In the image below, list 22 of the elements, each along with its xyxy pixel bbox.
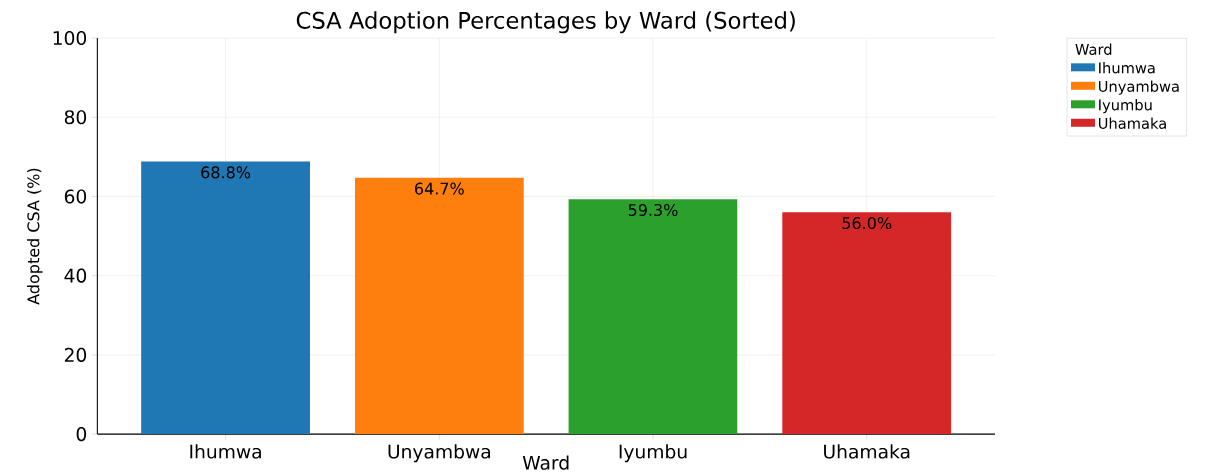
- y-tick-label: 60: [64, 189, 87, 204]
- y-axis-title: Adopted CSA (%): [27, 168, 43, 305]
- data-label: 56.0%: [842, 216, 892, 230]
- data-label: 64.7%: [414, 182, 464, 195]
- y-tick-label: 100: [53, 30, 87, 46]
- y-tick-label: 80: [64, 110, 87, 125]
- legend-label: Ihumwa: [1099, 62, 1155, 74]
- y-tick-label: 20: [64, 347, 87, 362]
- chart-title: CSA Adoption Percentages by Ward (Sorted): [296, 11, 795, 34]
- x-tick-label: Ihumwa: [190, 444, 261, 459]
- x-tick-label: Iyumbu: [619, 444, 687, 463]
- legend-label: Unyambwa: [1098, 80, 1179, 95]
- x-tick-label: Unyambwa: [388, 444, 490, 463]
- y-tick-label: 40: [64, 268, 87, 283]
- x-axis-title: Ward: [522, 455, 569, 470]
- legend-title: Ward: [1075, 43, 1112, 55]
- y-tick-label: 0: [76, 426, 87, 442]
- legend-label: Uhamaka: [1098, 117, 1166, 129]
- data-label: 59.3%: [628, 203, 678, 216]
- x-tick-label: Uhamaka: [824, 444, 910, 459]
- data-label: 68.8%: [201, 166, 251, 179]
- legend-label: Iyumbu: [1099, 98, 1152, 114]
